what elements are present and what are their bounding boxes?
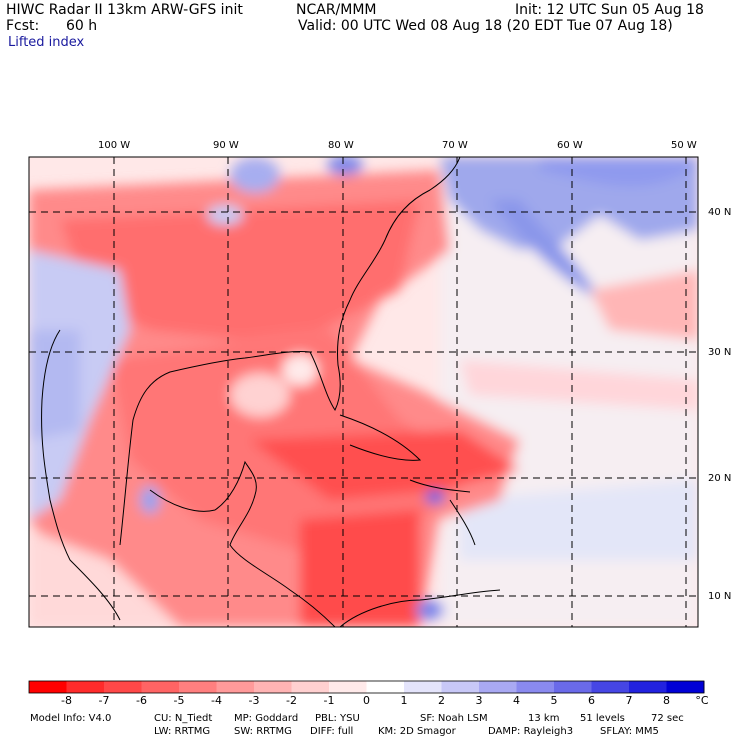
colorbar-tick-label: -6 (136, 694, 147, 707)
coastlines (41, 157, 501, 627)
colorbar-swatch (404, 681, 442, 693)
footer-lw: LW: RRTMG (154, 726, 211, 737)
organization-label: NCAR/MMM (296, 2, 377, 18)
colorbar-swatch (179, 681, 217, 693)
colorbar-frame (28, 680, 705, 694)
lat-label-20n: 20 N (708, 473, 732, 484)
colorbar-swatch (516, 681, 555, 693)
colorbar-swatch (441, 681, 480, 693)
colorbar-tick-label: 3 (475, 694, 483, 707)
footer-km: KM: 2D Smagor (378, 726, 456, 737)
colorbar-tick-label: -3 (248, 694, 260, 707)
lon-label-80w: 80 W (328, 140, 354, 151)
colorbar-tick-label: -7 (98, 694, 110, 707)
init-time: Init: 12 UTC Sun 05 Aug 18 (515, 2, 704, 18)
colorbar-swatch (29, 681, 67, 693)
lat-label-10n: 10 N (708, 591, 732, 602)
footer-resolution: 13 km (528, 713, 560, 724)
footer-sflay: SFLAY: MM5 (600, 726, 659, 737)
colorbar-tick-label: -2 (286, 694, 297, 707)
footer-cu: CU: N_Tiedt (154, 713, 213, 724)
lat-label-40n: 40 N (708, 207, 732, 218)
colorbar-swatch (216, 681, 255, 693)
colorbar-tick-label: 2 (438, 694, 445, 707)
lon-label-90w: 90 W (213, 140, 239, 151)
colorbar-tick-label: 0 (363, 694, 370, 707)
colorbar-tick-label: 7 (625, 694, 633, 707)
map-field (29, 157, 698, 627)
footer-pbl: PBL: YSU (315, 713, 360, 724)
forecast-hour: 60 h (66, 18, 98, 34)
colorbar-tick-label: 4 (513, 694, 520, 707)
colorbar (28, 680, 705, 694)
colorbar-swatch (329, 681, 367, 693)
colorbar-swatch (141, 681, 180, 693)
colorbar-swatch (254, 681, 292, 693)
product-title: HIWC Radar II 13km ARW-GFS init (6, 2, 243, 18)
colorbar-tick-label: 5 (550, 694, 558, 707)
colorbar-swatch (591, 681, 630, 693)
lat-lon-grid (29, 157, 698, 627)
map-frame (28, 156, 699, 628)
colorbar-tick-label: -4 (211, 694, 222, 707)
colorbar-tick-label: -1 (323, 694, 335, 707)
colorbar-swatch (66, 681, 105, 693)
colorbar-swatch (291, 681, 330, 693)
colorbar-swatch (366, 681, 405, 693)
valid-time: Valid: 00 UTC Wed 08 Aug 18 (20 EDT Tue … (298, 18, 673, 34)
field-name: Lifted index (8, 35, 85, 50)
colorbar-swatch (104, 681, 142, 693)
colorbar-tick-label: 6 (588, 694, 595, 707)
footer-sf: SF: Noah LSM (420, 713, 488, 724)
forecast-label: Fcst: (6, 18, 40, 34)
colorbar-swatch (479, 681, 517, 693)
footer-model-info: Model Info: V4.0 (30, 713, 112, 724)
colorbar-tick-label: -5 (173, 694, 185, 707)
footer-mp: MP: Goddard (234, 713, 299, 724)
colorbar-tick-label: -8 (61, 694, 72, 707)
footer-damp: DAMP: Rayleigh3 (488, 726, 574, 737)
colorbar-swatch (666, 681, 705, 693)
footer-sw: SW: RRTMG (234, 726, 292, 737)
colorbar-tick-label: 8 (663, 694, 670, 707)
colorbar-swatch (629, 681, 667, 693)
lon-label-70w: 70 W (442, 140, 468, 151)
footer-timestep: 72 sec (651, 713, 684, 724)
lat-label-30n: 30 N (708, 347, 732, 358)
lon-label-50w: 50 W (671, 140, 697, 151)
footer-levels: 51 levels (580, 713, 625, 724)
lon-label-100w: 100 W (98, 140, 131, 151)
lon-label-60w: 60 W (557, 140, 583, 151)
footer-diff: DIFF: full (310, 726, 354, 737)
colorbar-unit: °C (695, 694, 709, 707)
colorbar-tick-label: 1 (400, 694, 408, 707)
colorbar-swatch (554, 681, 592, 693)
